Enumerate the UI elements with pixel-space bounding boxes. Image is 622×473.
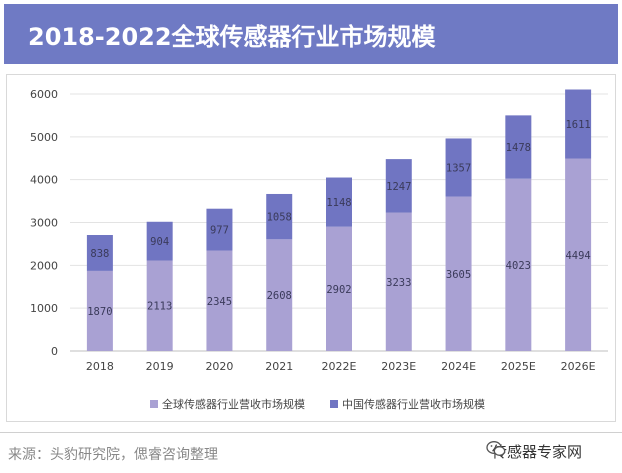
bar-global xyxy=(505,178,532,351)
bar-global xyxy=(385,212,412,351)
y-tick-label: 6000 xyxy=(30,88,58,101)
bar-global xyxy=(565,158,592,351)
data-label: 4023 xyxy=(506,260,531,272)
bar-global xyxy=(445,196,472,351)
bar-china xyxy=(445,138,472,197)
bar-china xyxy=(86,235,113,271)
x-tick-label: 2021 xyxy=(265,360,293,373)
legend-label: 全球传感器行业营收市场规模 xyxy=(162,397,305,411)
data-label: 3233 xyxy=(386,277,411,289)
footer-divider xyxy=(0,432,622,433)
y-tick-label: 1000 xyxy=(30,302,58,315)
x-tick-label: 2022E xyxy=(322,360,357,373)
brand: 传感器专家网 xyxy=(486,440,582,462)
bar-china xyxy=(266,193,293,240)
y-tick-label: 2000 xyxy=(30,259,58,272)
data-label: 1357 xyxy=(446,163,471,175)
x-tick-label: 2025E xyxy=(501,360,536,373)
x-tick-label: 2026E xyxy=(561,360,596,373)
data-label: 1870 xyxy=(87,306,112,318)
y-tick-label: 0 xyxy=(51,345,58,358)
bar-global xyxy=(266,239,293,351)
data-label: 3605 xyxy=(446,269,471,281)
data-label: 2608 xyxy=(267,290,292,302)
data-label: 4494 xyxy=(565,250,590,262)
data-label: 2345 xyxy=(207,296,232,308)
x-tick-label: 2018 xyxy=(86,360,114,373)
stacked-bar-chart: 0 1000 2000 3000 4000 5000 6000 1870 838 2018 2113… xyxy=(30,88,608,411)
bar-china xyxy=(385,159,412,213)
x-tick-label: 2020 xyxy=(205,360,233,373)
data-label: 2902 xyxy=(326,284,351,296)
x-tick-label: 2024E xyxy=(441,360,476,373)
bar-china xyxy=(505,115,532,179)
data-label: 1058 xyxy=(267,212,292,224)
bar-global xyxy=(146,260,173,351)
data-label: 977 xyxy=(210,225,229,237)
bar-china xyxy=(146,221,173,261)
chart-title: 2018-2022全球传感器行业市场规模 xyxy=(28,23,436,51)
data-label: 904 xyxy=(150,236,169,248)
header-banner: 2018-2022全球传感器行业市场规模 xyxy=(4,4,618,64)
bar-global xyxy=(86,270,113,351)
wechat-icon xyxy=(486,441,506,456)
bar-global xyxy=(326,226,352,351)
y-tick-label: 5000 xyxy=(30,131,58,144)
chart-frame xyxy=(6,74,616,422)
data-label: 1247 xyxy=(386,181,411,193)
data-label: 838 xyxy=(90,248,109,260)
legend-swatch xyxy=(330,400,338,408)
x-tick-label: 2019 xyxy=(146,360,174,373)
data-label: 1478 xyxy=(506,142,531,154)
data-label: 2113 xyxy=(147,301,172,313)
legend-swatch xyxy=(150,400,158,408)
bar-global xyxy=(206,250,233,351)
y-tick-label: 4000 xyxy=(30,174,58,187)
source-note: 来源：头豹研究院，偲睿咨询整理 xyxy=(8,447,218,463)
x-tick-label: 2023E xyxy=(381,360,416,373)
data-label: 1148 xyxy=(326,197,351,209)
y-tick-label: 3000 xyxy=(30,217,58,230)
legend-label: 中国传感器行业营收市场规模 xyxy=(342,397,485,411)
data-label: 1611 xyxy=(565,119,590,131)
brand-name: 传感器专家网 xyxy=(492,442,583,461)
bar-china xyxy=(326,177,352,227)
bar-china xyxy=(565,89,592,159)
bar-china xyxy=(206,208,233,251)
